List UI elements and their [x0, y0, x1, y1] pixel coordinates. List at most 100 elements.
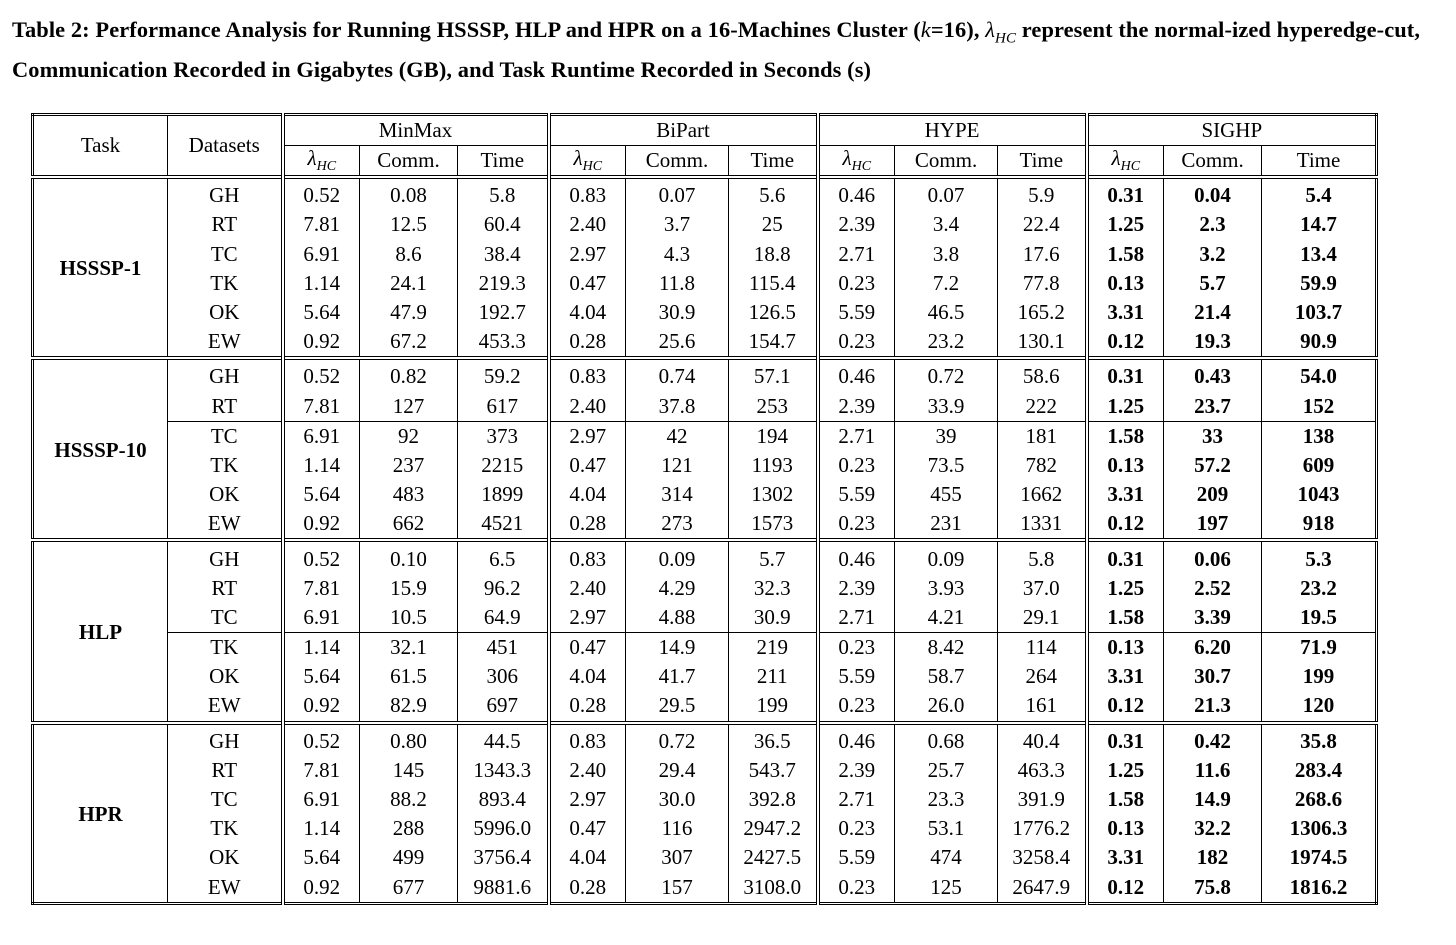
cell-bipart-lambda: 0.28: [548, 509, 627, 541]
cell-sighp-time: 13.4: [1261, 239, 1378, 269]
dataset-name: RT: [167, 391, 285, 422]
caption-k-value: =16),: [930, 17, 986, 42]
cell-hype-lambda: 0.23: [817, 814, 896, 844]
cell-minmax-time: 1343.3: [456, 755, 551, 785]
table-row: EW 0.92 67.2 453.3 0.28 25.6 154.7 0.23 23.2 130.…: [33, 327, 1378, 359]
cell-hype-lambda: 5.59: [817, 297, 896, 328]
cell-sighp-lambda: 0.13: [1086, 632, 1165, 663]
cell-hype-lambda: 0.23: [817, 327, 896, 359]
cell-minmax-lambda: 0.52: [282, 538, 360, 574]
cell-minmax-time: 617: [456, 391, 551, 422]
cell-hype-time: 264: [997, 662, 1089, 692]
cell-hype-lambda: 2.39: [817, 755, 896, 785]
table-row: HPR GH 0.52 0.80 44.5 0.83 0.72 36.5 0.46 0.68 40.…: [32, 720, 1378, 904]
cell-bipart-comm: 0.07: [625, 175, 730, 211]
dataset-name: TK: [167, 632, 285, 663]
cell-sighp-lambda: 3.31: [1086, 662, 1165, 692]
cell-hype-comm: 455: [894, 480, 999, 510]
cell-bipart-time: 392.8: [728, 784, 820, 815]
cell-bipart-time: 1193: [728, 450, 820, 481]
table-caption: Table 2: Performance Analysis for Runnin…: [12, 14, 1432, 85]
cell-hype-comm: 46.5: [894, 297, 999, 328]
cell-hype-lambda: 2.71: [817, 602, 896, 633]
cell-hype-time: 391.9: [997, 784, 1089, 815]
dataset-name: RT: [167, 210, 285, 240]
cell-sighp-lambda: 3.31: [1086, 843, 1165, 873]
cell-sighp-lambda: 0.12: [1086, 509, 1165, 541]
cell-minmax-comm: 8.6: [359, 239, 458, 269]
cell-bipart-comm: 307: [625, 843, 730, 873]
cell-hype-time: 463.3: [997, 755, 1089, 785]
cell-sighp-comm: 30.7: [1163, 662, 1263, 692]
cell-bipart-lambda: 0.83: [548, 356, 627, 392]
cell-minmax-comm: 483: [359, 480, 458, 510]
cell-sighp-lambda: 0.13: [1086, 268, 1165, 298]
cell-hype-lambda: 0.46: [817, 538, 896, 574]
cell-sighp-lambda: 1.58: [1086, 602, 1165, 633]
header-method-bipart: BiPart: [548, 114, 820, 146]
cell-sighp-comm: 33: [1163, 421, 1263, 451]
table-header: Task Datasets MinMax BiPart HYPE SIGHP λ…: [32, 114, 1378, 178]
cell-sighp-lambda: 1.25: [1086, 573, 1165, 603]
cell-hype-lambda: 2.71: [817, 784, 896, 815]
cell-bipart-time: 3108.0: [728, 872, 820, 904]
table-row: OK 5.64 47.9 192.7 4.04 30.9 126.5 5.59 46.5 165.…: [33, 297, 1378, 328]
cell-hype-comm: 33.9: [894, 391, 999, 422]
cell-sighp-time: 23.2: [1261, 573, 1378, 603]
table-row: RT 7.81 15.9 96.2 2.40 4.29 32.3 2.39 3.93 37.0 1.…: [33, 573, 1378, 603]
cell-bipart-comm: 37.8: [625, 391, 730, 422]
header-method-hype: HYPE: [817, 114, 1089, 146]
cell-bipart-time: 211: [728, 662, 820, 692]
subheader-lambda-minmax: λHC: [282, 145, 360, 178]
header-method-sighp: SIGHP: [1086, 114, 1378, 146]
cell-hype-comm: 39: [894, 421, 999, 451]
cell-hype-comm: 3.8: [894, 239, 999, 269]
cell-hype-comm: 231: [894, 509, 999, 541]
cell-hype-lambda: 2.39: [817, 391, 896, 422]
cell-minmax-comm: 237: [359, 450, 458, 481]
dataset-name: RT: [167, 755, 285, 785]
dataset-name: EW: [167, 327, 285, 359]
caption-k: k: [920, 17, 931, 42]
cell-minmax-time: 38.4: [456, 239, 551, 269]
cell-sighp-comm: 2.52: [1163, 573, 1263, 603]
cell-sighp-time: 268.6: [1261, 784, 1378, 815]
cell-minmax-time: 192.7: [456, 297, 551, 328]
cell-bipart-time: 25: [728, 210, 820, 240]
cell-hype-lambda: 2.39: [817, 210, 896, 240]
cell-sighp-lambda: 0.31: [1086, 538, 1165, 574]
table-row: RT 7.81 127 617 2.40 37.8 253 2.39 33.9 222 1.25 23…: [33, 391, 1378, 422]
cell-bipart-lambda: 2.97: [548, 602, 627, 633]
cell-sighp-time: 19.5: [1261, 602, 1378, 633]
cell-hype-comm: 25.7: [894, 755, 999, 785]
cell-hype-comm: 0.09: [894, 538, 999, 574]
cell-bipart-time: 5.7: [728, 538, 820, 574]
dataset-name: OK: [167, 843, 285, 873]
cell-minmax-lambda: 6.91: [282, 784, 360, 815]
subheader-lambda-bipart: λHC: [548, 145, 627, 178]
cell-hype-comm: 58.7: [894, 662, 999, 692]
table-row: TK 1.14 32.1 451 0.47 14.9 219 0.23 8.42 114 0.13 6…: [33, 632, 1378, 663]
lambda-subscript: HC: [316, 159, 337, 175]
table-row: TC 6.91 88.2 893.4 2.97 30.0 392.8 2.71 23.3 391.…: [33, 784, 1378, 815]
cell-hype-comm: 0.72: [894, 356, 999, 392]
dataset-name: RT: [167, 573, 285, 603]
cell-minmax-comm: 47.9: [359, 297, 458, 328]
table-row: RT 7.81 145 1343.3 2.40 29.4 543.7 2.39 25.7 463.…: [33, 755, 1378, 785]
cell-bipart-lambda: 0.47: [548, 268, 627, 298]
cell-hype-comm: 7.2: [894, 268, 999, 298]
cell-bipart-comm: 30.0: [625, 784, 730, 815]
cell-sighp-lambda: 0.31: [1086, 175, 1165, 211]
dataset-name: OK: [167, 297, 285, 328]
task-name: HSSSP-1: [32, 175, 168, 359]
cell-bipart-time: 543.7: [728, 755, 820, 785]
dataset-name: GH: [167, 538, 285, 574]
task-group-hpr: HPR GH 0.52 0.80 44.5 0.83 0.72 36.5 0.46 0.68 40.…: [32, 720, 1378, 904]
cell-bipart-comm: 11.8: [625, 268, 730, 298]
dataset-name: TK: [167, 268, 285, 298]
cell-hype-comm: 474: [894, 843, 999, 873]
cell-bipart-time: 30.9: [728, 602, 820, 633]
cell-bipart-lambda: 0.83: [548, 720, 627, 756]
cell-hype-comm: 3.4: [894, 210, 999, 240]
subheader-comm-bipart: Comm.: [625, 145, 730, 178]
